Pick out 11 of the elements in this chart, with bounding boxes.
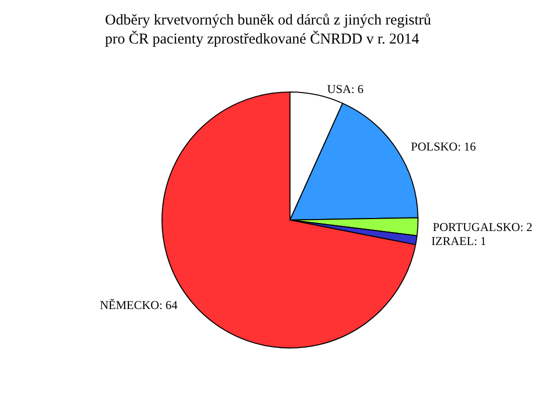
slice-label: POLSKO	[410, 139, 458, 154]
data-label: : 6	[351, 82, 364, 96]
data-label: : 2	[520, 220, 532, 234]
slice-label: IZRAEL	[431, 234, 474, 248]
slice-label: NĚMECKO	[100, 298, 160, 312]
data-label: : 16	[458, 139, 476, 154]
data-label: : 1	[474, 234, 486, 248]
data-label: : 64	[159, 298, 178, 312]
slice-label: PORTUGALSKO	[432, 220, 520, 234]
slice-label: USA	[327, 82, 352, 96]
chart-title: Odběry krvetvorných buněk od dárců z jiných registrů pro ČR pacienty zprostředkované ČNRDD v r. 2014	[105, 12, 432, 48]
